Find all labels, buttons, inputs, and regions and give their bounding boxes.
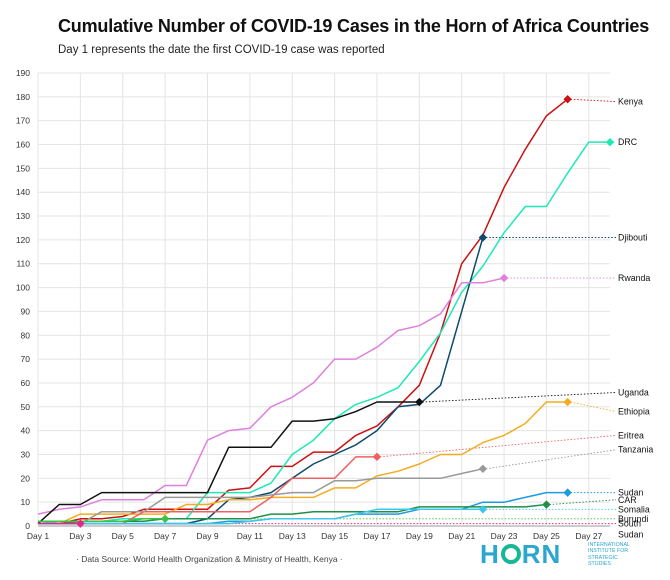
y-tick-label: 140 bbox=[16, 187, 30, 197]
y-tick-label: 180 bbox=[16, 92, 30, 102]
series-label-south-sudan-line1: South bbox=[618, 519, 641, 529]
x-tick-label: Day 3 bbox=[69, 531, 91, 541]
series-label-eritrea: Eritrea bbox=[618, 430, 644, 440]
series-label-uganda: Uganda bbox=[618, 387, 649, 397]
axes: 0 10 20 30 40 50 60 70 80 90 100 110 120 130 140 150 160… bbox=[16, 68, 603, 541]
y-tick-label: 90 bbox=[21, 306, 31, 316]
end-marker-sudan bbox=[563, 488, 572, 497]
end-marker-somalia bbox=[478, 505, 488, 514]
end-marker-ethiopia bbox=[563, 397, 572, 407]
series-label-djibouti: Djibouti bbox=[618, 233, 647, 243]
x-tick-label: Day 13 bbox=[279, 531, 306, 541]
y-tick-label: 30 bbox=[21, 449, 31, 459]
y-tick-label: 150 bbox=[16, 163, 30, 173]
leader-line-eritrea bbox=[379, 434, 617, 458]
y-tick-label: 130 bbox=[16, 211, 30, 221]
x-tick-label: Day 7 bbox=[154, 531, 176, 541]
x-tick-label: Day 27 bbox=[575, 531, 602, 541]
end-marker-tanzania bbox=[478, 464, 488, 473]
y-tick-label: 10 bbox=[21, 497, 31, 507]
series-line-tanzania bbox=[38, 468, 484, 525]
end-marker-kenya bbox=[563, 95, 572, 104]
x-tick-label: Day 9 bbox=[196, 531, 218, 541]
series-line-somalia bbox=[38, 508, 483, 525]
chart-title: Cumulative Number of COVID-19 Cases in t… bbox=[58, 16, 650, 36]
leader-line-tanzania bbox=[485, 449, 617, 470]
end-marker-south-sudan bbox=[76, 519, 85, 528]
y-tick-label: 120 bbox=[16, 235, 30, 245]
series-label-south-sudan-line2: Sudan bbox=[618, 530, 644, 540]
end-marker-uganda bbox=[415, 397, 424, 407]
series-label-drc: DRC bbox=[618, 137, 638, 147]
leader-line-uganda bbox=[422, 392, 617, 403]
series-line-drc bbox=[37, 141, 610, 525]
end-marker-drc bbox=[605, 137, 615, 147]
x-tick-label: Day 5 bbox=[112, 531, 134, 541]
y-tick-label: 60 bbox=[21, 378, 31, 388]
data-source-note: · Data Source: World Health Organization… bbox=[76, 554, 343, 564]
series-label-rwanda: Rwanda bbox=[618, 273, 650, 283]
y-tick-label: 190 bbox=[16, 68, 30, 78]
y-tick-label: 50 bbox=[21, 402, 31, 412]
end-marker-car bbox=[542, 500, 551, 509]
x-tick-label: Day 25 bbox=[533, 531, 560, 541]
series-label-ethiopia: Ethiopia bbox=[618, 407, 650, 417]
y-tick-label: 100 bbox=[16, 283, 30, 293]
x-tick-label: Day 23 bbox=[491, 531, 518, 541]
end-marker-rwanda bbox=[499, 273, 509, 283]
series-label-kenya: Kenya bbox=[618, 97, 643, 107]
series-line-djibouti bbox=[38, 237, 484, 525]
logo-o-ring-icon bbox=[500, 544, 521, 564]
end-marker-eritrea bbox=[372, 452, 382, 462]
y-tick-label: 20 bbox=[21, 473, 31, 483]
series-line-burundi bbox=[38, 518, 166, 522]
series-label-sudan: Sudan bbox=[618, 488, 644, 498]
series-label-car: CAR bbox=[618, 495, 637, 505]
end-marker-djibouti bbox=[478, 233, 488, 242]
y-tick-label: 160 bbox=[16, 140, 30, 150]
series-line-ethiopia bbox=[38, 401, 568, 525]
leader-line-ethiopia bbox=[570, 401, 617, 412]
series-lines bbox=[37, 98, 610, 525]
y-tick-label: 80 bbox=[21, 330, 31, 340]
series-line-rwanda bbox=[37, 277, 505, 515]
y-tick-label: 170 bbox=[16, 116, 30, 126]
series-line-kenya bbox=[38, 98, 569, 525]
x-tick-label: Day 1 bbox=[27, 531, 49, 541]
y-tick-label: 110 bbox=[16, 259, 30, 269]
series-label-burundi: Burundi bbox=[618, 514, 648, 524]
x-tick-label: Day 11 bbox=[237, 531, 264, 541]
leader-line-kenya bbox=[570, 98, 617, 103]
chart-subtitle: Day 1 represents the date the first COVI… bbox=[58, 44, 385, 56]
y-tick-label: 70 bbox=[21, 354, 31, 364]
logo-tagline: INTERNATIONAL INSTITUTE FOR STRATEGIC STUDI… bbox=[588, 542, 630, 567]
series-label-somalia: Somalia bbox=[618, 504, 650, 514]
y-tick-label: 40 bbox=[21, 426, 31, 436]
horn-logo: H RN INTERNATIONAL INSTITUTE FOR STRATEGIC S… bbox=[480, 539, 630, 571]
x-tick-label: Day 21 bbox=[448, 531, 475, 541]
series-label-tanzania: Tanzania bbox=[618, 445, 653, 455]
x-tick-label: Day 15 bbox=[321, 531, 348, 541]
x-tick-label: Day 19 bbox=[406, 531, 433, 541]
grid bbox=[37, 72, 610, 527]
leader-line-car bbox=[549, 499, 617, 505]
series-labels: Kenya DRC Djibouti Rwanda Uganda Ethiopia Erit… bbox=[618, 97, 653, 540]
x-tick-label: Day 17 bbox=[363, 531, 390, 541]
end-marker-burundi bbox=[160, 514, 170, 524]
series-line-uganda bbox=[37, 401, 420, 525]
y-tick-label: 0 bbox=[25, 521, 30, 531]
logo-wordmark: H RN bbox=[480, 539, 562, 569]
end-markers bbox=[76, 95, 615, 528]
